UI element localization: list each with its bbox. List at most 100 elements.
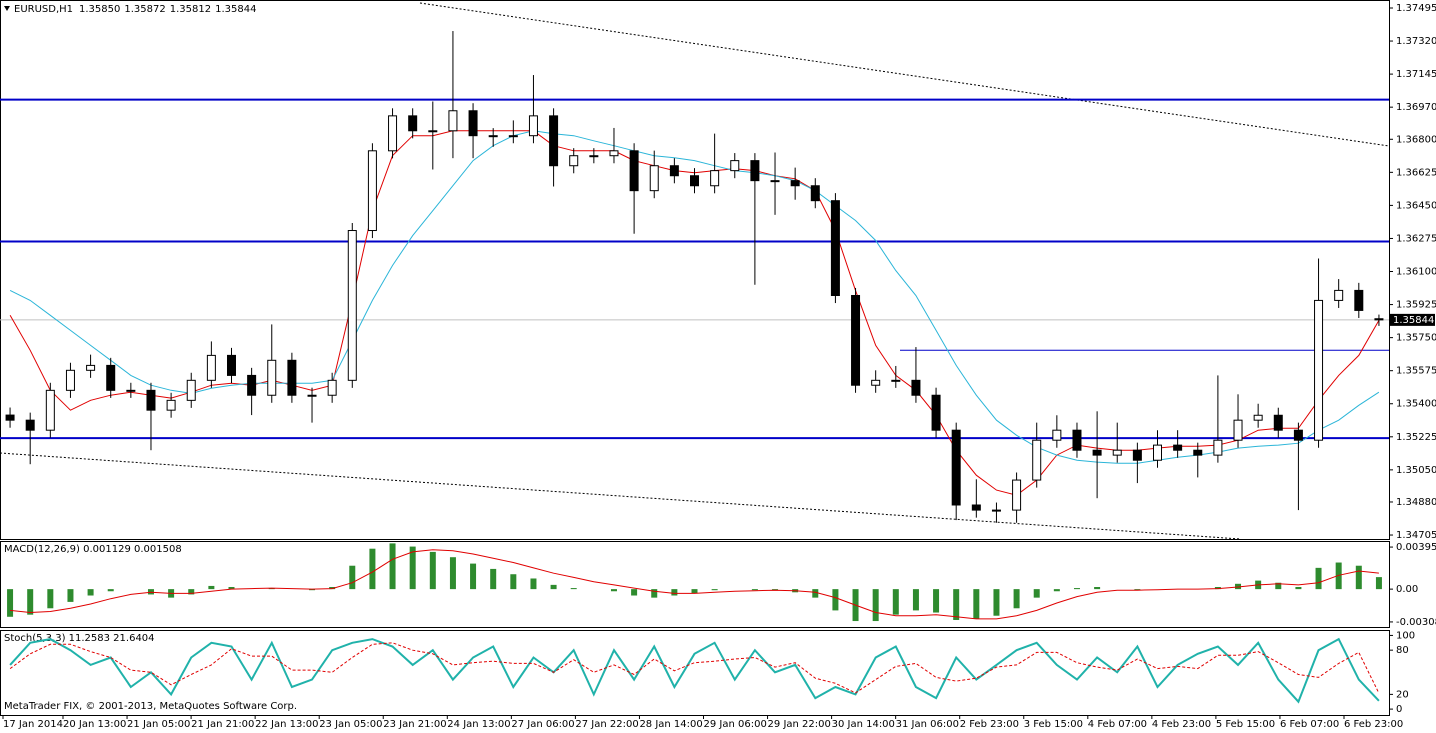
candle-body	[1012, 479, 1022, 511]
macd-bar	[1033, 589, 1040, 598]
candle-body	[146, 389, 156, 411]
x-tick-label: 5 Feb 15:00	[1216, 719, 1275, 730]
trendline	[0, 452, 1241, 539]
y-tick-label: 1.34880	[1396, 497, 1436, 508]
candle-body	[730, 160, 740, 172]
macd-bar	[188, 589, 195, 595]
y-tick-label: 1.37145	[1396, 69, 1436, 80]
stoch-main	[9, 637, 1380, 704]
macd-bar	[1073, 588, 1080, 590]
candle-body	[287, 359, 297, 396]
macd-bar	[389, 543, 396, 590]
macd-bar	[1355, 565, 1362, 590]
x-tick-label: 6 Feb 23:00	[1344, 719, 1403, 730]
y-tick-label: 0	[1396, 704, 1402, 715]
candle-body	[851, 295, 861, 386]
macd-bar	[349, 565, 356, 590]
y-tick-label: 1.35750	[1396, 333, 1436, 344]
y-tick-label: 1.34705	[1396, 530, 1436, 541]
macd-bar	[1053, 589, 1060, 592]
macd-bar	[973, 589, 980, 619]
symbol: EURUSD,H1	[14, 4, 73, 15]
candle-body	[569, 155, 579, 167]
quote: 1.35844	[215, 4, 256, 15]
candle-body	[1173, 444, 1183, 451]
menu-arrow[interactable]	[4, 6, 10, 11]
candle-body	[65, 369, 75, 391]
macd-bar	[530, 578, 537, 590]
y-tick-label: 1.35050	[1396, 465, 1436, 476]
macd-bar	[107, 589, 114, 592]
candle-body	[1112, 449, 1122, 456]
candle-body	[1314, 299, 1324, 441]
candle-body	[86, 364, 96, 371]
candle-body	[327, 379, 337, 396]
x-tick-label: 22 Jan 13:00	[255, 719, 318, 730]
candle-body	[1193, 449, 1203, 456]
macd-bar	[953, 589, 960, 620]
candle-body	[589, 155, 599, 158]
candle-body	[166, 399, 176, 411]
macd-bar	[550, 584, 557, 590]
candle-body	[891, 379, 901, 382]
macd-bar	[892, 589, 899, 615]
macd-bar	[27, 589, 34, 615]
candle-body	[1273, 414, 1283, 431]
y-tick-label: 1.36275	[1396, 233, 1436, 244]
candle-body	[629, 150, 639, 192]
macd-bar	[912, 589, 919, 611]
candle-body	[1233, 419, 1243, 441]
macd-bar	[812, 589, 819, 598]
macd-bar	[1013, 589, 1020, 609]
candle-body	[488, 135, 498, 138]
x-tick-label: 30 Jan 14:00	[832, 719, 895, 730]
candle-body	[1293, 429, 1303, 441]
candle-body	[830, 200, 840, 297]
candle-body	[971, 504, 981, 511]
macd-panel	[0, 541, 1390, 628]
y-tick-label: 1.36100	[1396, 267, 1436, 278]
quote: 1.35812	[170, 4, 211, 15]
footer: MetaTrader FIX, © 2001-2013, MetaQuotes …	[4, 701, 297, 712]
y-tick-label: 1.36800	[1396, 134, 1436, 145]
candle-body	[206, 354, 216, 381]
macd-bar	[631, 589, 638, 596]
candle-body	[1213, 439, 1223, 456]
macd-bar	[329, 587, 336, 590]
candle-body	[528, 115, 538, 137]
candle-body	[991, 509, 1001, 512]
candle-body	[690, 175, 699, 187]
y-tick-label: 1.36970	[1396, 102, 1436, 113]
x-tick-label: 20 Jan 13:00	[63, 719, 126, 730]
moving-average	[9, 130, 1380, 464]
macd-bar	[872, 589, 879, 622]
macd-bar	[671, 589, 678, 596]
candle-body	[1153, 444, 1162, 461]
macd-bar	[47, 589, 54, 609]
candle-body	[25, 419, 35, 431]
y-tick-label: 80	[1396, 645, 1409, 656]
candle-body	[1132, 449, 1142, 461]
macd-bar	[651, 589, 658, 598]
candle-body	[247, 374, 257, 396]
macd-bar	[751, 589, 758, 591]
candle-body	[408, 115, 418, 132]
candle-body	[609, 150, 619, 157]
candle-body	[710, 170, 720, 187]
macd-bar	[691, 589, 698, 594]
candle-body	[367, 150, 377, 232]
chart-header: EURUSD,H1 1.35850 1.35872 1.35812 1.35844	[14, 4, 256, 15]
x-tick-label: 21 Jan 21:00	[191, 719, 254, 730]
macd-bar	[87, 589, 94, 596]
candle-body	[549, 115, 559, 167]
candle-body	[649, 165, 659, 192]
macd-bar	[409, 546, 416, 590]
candle-body	[770, 180, 780, 183]
candle-body	[1032, 439, 1042, 481]
candle-body	[5, 414, 15, 421]
candle-body	[227, 354, 236, 376]
x-tick-label: 4 Feb 07:00	[1088, 719, 1147, 730]
macd-bar	[228, 587, 235, 590]
